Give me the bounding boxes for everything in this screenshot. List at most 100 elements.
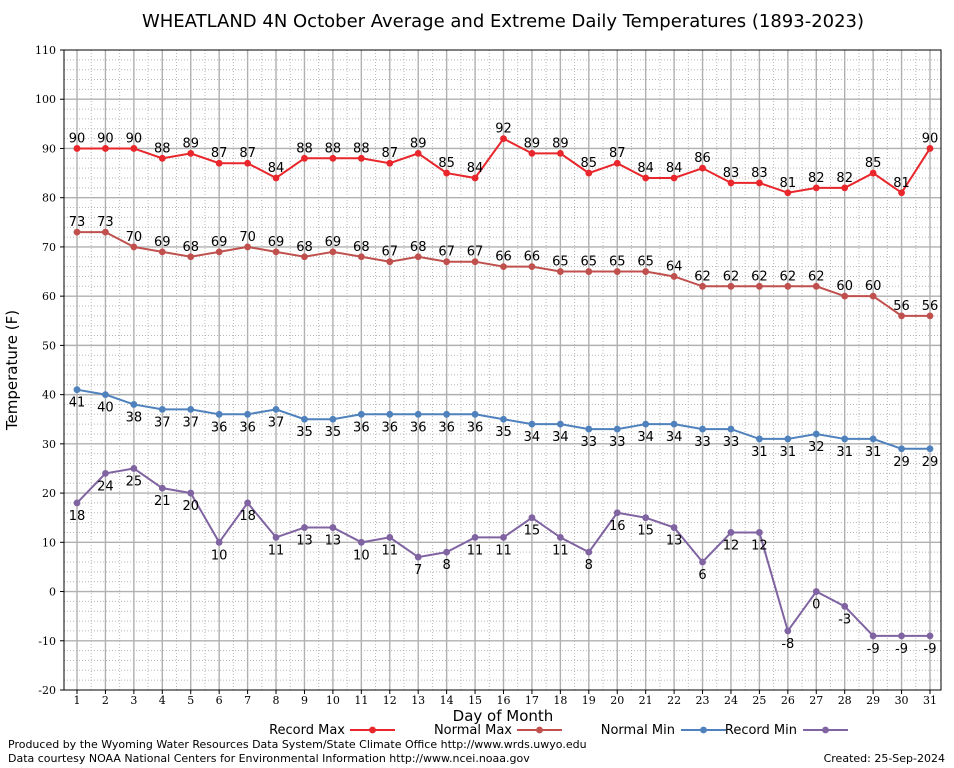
- record-min-data-label: -3: [838, 612, 851, 627]
- normal-min-data-label: 31: [780, 445, 797, 460]
- normal-min-point: [414, 410, 422, 418]
- record-max-point: [357, 154, 365, 162]
- record-min-data-label: -8: [781, 637, 794, 652]
- record-max-point: [812, 184, 820, 192]
- normal-max-data-label: 62: [808, 269, 825, 284]
- normal-min-data-label: 41: [69, 396, 86, 411]
- normal-min-data-label: 36: [410, 420, 427, 435]
- legend: Record Max Normal Max Normal Min Record Min: [269, 723, 848, 738]
- legend-label-normal-max: Normal Max: [434, 723, 512, 738]
- y-tick-label: 90: [42, 142, 56, 155]
- record-min-point: [727, 529, 735, 536]
- legend-marker-record-max: [369, 726, 376, 734]
- normal-min-point: [272, 405, 280, 413]
- legend-label-normal-min: Normal Min: [601, 723, 675, 738]
- normal-min-point: [642, 420, 650, 428]
- record-min-point: [130, 465, 138, 472]
- record-max-point: [756, 179, 763, 187]
- normal-max-point: [386, 258, 394, 266]
- normal-min-point: [898, 445, 905, 453]
- x-tick-label: 30: [895, 694, 909, 707]
- legend-marker-normal-max: [536, 726, 543, 734]
- normal-max-point: [699, 282, 706, 290]
- x-tick-label: 4: [159, 694, 166, 707]
- record-max-data-label: 90: [126, 131, 143, 146]
- record-max-data-label: 81: [893, 176, 910, 191]
- record-min-point: [329, 524, 337, 531]
- y-tick-label: 0: [49, 586, 56, 599]
- normal-max-data-label: 66: [495, 250, 512, 265]
- record-min-data-label: 11: [467, 543, 484, 558]
- record-max-data-label: 85: [438, 156, 455, 171]
- grid: [64, 50, 941, 690]
- record-max-data-label: 90: [69, 131, 86, 146]
- normal-min-data-label: 37: [268, 415, 285, 430]
- normal-min-data-label: 33: [609, 435, 626, 450]
- x-tick-label: 13: [411, 694, 425, 707]
- normal-max-data-label: 60: [836, 279, 853, 294]
- normal-max-data-label: 64: [666, 259, 683, 274]
- x-tick-label: 2: [102, 694, 109, 707]
- normal-min-data-label: 33: [581, 435, 598, 450]
- normal-min-point: [812, 430, 820, 438]
- normal-min-data-label: 38: [126, 410, 143, 425]
- record-max-data-label: 88: [296, 141, 313, 156]
- y-tick-label: 100: [35, 93, 56, 106]
- x-tick-label: 24: [724, 694, 738, 707]
- record-max-point: [386, 159, 394, 167]
- x-tick-label: 29: [866, 694, 880, 707]
- normal-min-point: [471, 410, 479, 418]
- y-axis-ticks: -20 -10 0 10 20 30 40 50 60 70 80 90 100 110: [35, 44, 64, 697]
- x-tick-label: 18: [553, 694, 567, 707]
- record-min-point: [187, 489, 195, 497]
- normal-min-data-label: 34: [524, 430, 541, 445]
- normal-min-point: [73, 386, 81, 394]
- normal-min-point: [670, 420, 678, 428]
- normal-max-data-label: 69: [268, 235, 285, 250]
- record-min-data-label: -9: [924, 642, 937, 657]
- normal-min-data-label: 31: [836, 445, 853, 460]
- record-max-data-label: 86: [694, 151, 711, 166]
- record-max-data-label: 90: [922, 131, 939, 146]
- record-max-point: [699, 164, 706, 172]
- x-axis-ticks: 1 2 3 4 5 6 7 8 9 10 11 12 13 14 15 16 17 18 19 20 21 22 23 24 2…: [74, 690, 937, 707]
- record-max-point: [272, 174, 280, 182]
- record-min-point: [528, 514, 536, 522]
- y-tick-label: 70: [42, 241, 56, 254]
- normal-max-point: [898, 312, 905, 320]
- record-min-data-label: 11: [381, 543, 398, 558]
- chart-title: WHEATLAND 4N October Average and Extreme…: [142, 11, 864, 32]
- record-min-point: [215, 538, 223, 546]
- normal-min-data-label: 37: [154, 415, 171, 430]
- normal-min-point: [500, 415, 507, 423]
- record-min-point: [102, 469, 109, 477]
- record-min-point: [756, 529, 763, 536]
- record-max-data-label: 83: [723, 166, 740, 181]
- normal-min-data-label: 36: [467, 420, 484, 435]
- normal-min-point: [841, 435, 849, 443]
- normal-max-point: [670, 273, 678, 280]
- record-max-data-label: 88: [325, 141, 342, 156]
- normal-max-point: [613, 268, 621, 275]
- record-min-point: [244, 499, 252, 507]
- record-max-point: [130, 145, 138, 152]
- record-max-point: [73, 145, 81, 152]
- record-min-data-label: 13: [666, 534, 683, 549]
- record-max-data-label: 82: [836, 171, 853, 186]
- y-tick-label: 50: [42, 339, 56, 352]
- record-max-point: [869, 169, 877, 177]
- normal-max-data-label: 67: [467, 245, 484, 260]
- normal-max-point: [471, 258, 479, 266]
- normal-min-data-label: 36: [239, 420, 256, 435]
- record-min-point: [841, 602, 849, 610]
- record-min-data-label: 8: [585, 558, 593, 573]
- record-max-data-label: 88: [154, 141, 171, 156]
- normal-min-point: [187, 405, 195, 413]
- record-max-point: [471, 174, 479, 182]
- normal-min-point: [102, 391, 109, 399]
- normal-max-point: [329, 248, 337, 256]
- x-tick-label: 21: [639, 694, 653, 707]
- record-max-data-label: 85: [581, 156, 598, 171]
